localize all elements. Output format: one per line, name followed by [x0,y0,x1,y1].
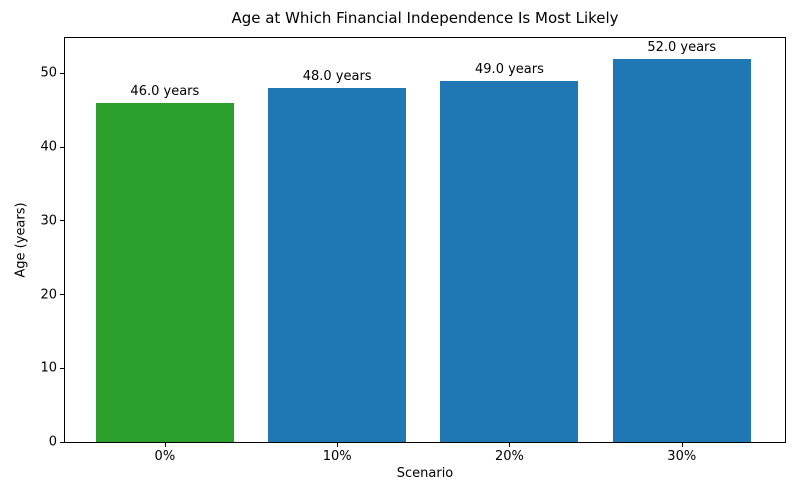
y-tick-label: 40 [40,139,57,155]
x-tick-mark [509,443,511,447]
x-tick-label: 10% [322,449,352,464]
y-tick-mark [60,220,64,222]
bar-value-label: 46.0 years [130,83,200,99]
bar-20% [440,80,579,442]
plot-area: 46.0 years 0% 48.0 years 10% 49.0 years 20% 52… [40,37,786,464]
chart-title: Age at Which Financial Independence Is M… [231,9,619,27]
bar-10% [268,88,407,442]
y-tick-label: 20 [40,287,57,303]
y-tick-label: 30 [40,213,57,229]
y-tick-mark [60,146,64,148]
bar-value-label: 49.0 years [475,61,544,77]
y-tick-label: 50 [40,65,57,81]
y-tick-mark [60,72,64,74]
y-tick-mark [60,441,64,443]
bar-value-label: 52.0 years [647,39,717,55]
y-tick-label: 10 [40,360,57,376]
x-tick-mark [337,443,339,447]
x-tick-mark [681,443,683,447]
y-tick-label: 0 [48,434,57,450]
x-tick-mark [164,443,166,447]
bar-value-label: 48.0 years [302,69,372,85]
y-tick-mark [60,367,64,369]
bar-30% [612,58,751,442]
x-tick-label: 30% [667,449,697,464]
x-tick-label: 20% [495,449,524,464]
y-tick-mark [60,294,64,296]
x-tick-label: 0% [154,449,176,464]
x-axis-label: Scenario [396,466,454,481]
bar-0% [95,102,234,442]
